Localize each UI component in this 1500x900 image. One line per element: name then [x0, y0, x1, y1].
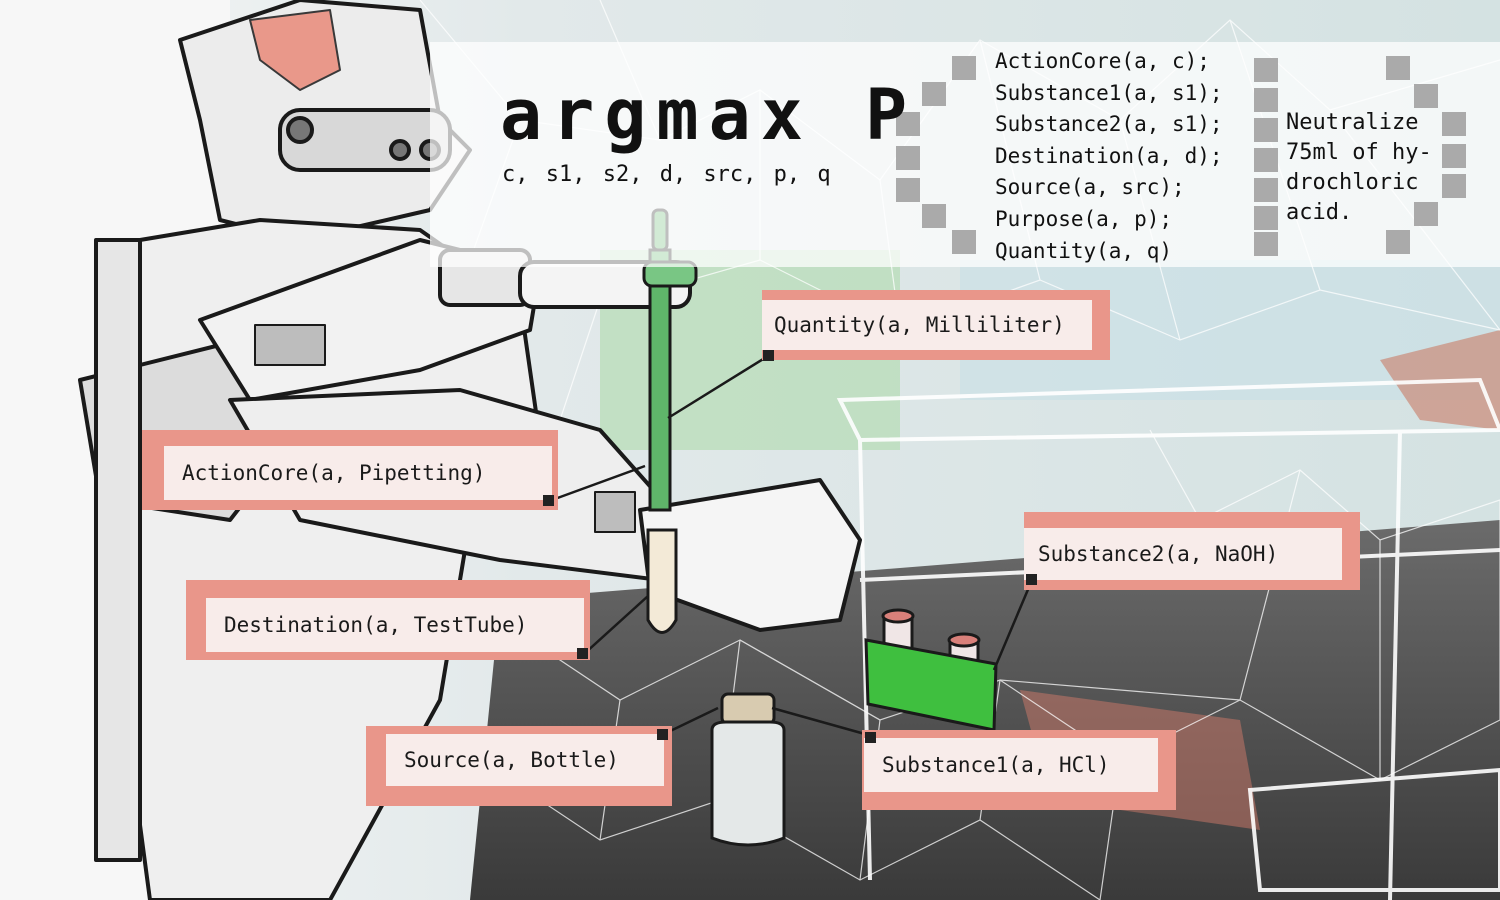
anchor-quantity [763, 350, 774, 361]
reagent-bottle [710, 692, 786, 847]
predicate-destination: Destination(a, d); [995, 143, 1223, 168]
predicate-purpose: Purpose(a, p); [995, 206, 1173, 231]
leader-lines [551, 354, 1034, 738]
tag-destination-label: Destination(a, TestTube) [206, 598, 584, 652]
right-parenthesis [1386, 56, 1466, 254]
goal-instruction: Neutralize 75ml of hy- drochloric acid. [1286, 110, 1432, 225]
argmax-title: argmax P [500, 74, 918, 156]
anchor-destination [577, 648, 588, 659]
pipe-separator [1254, 58, 1278, 256]
anchor-substance1 [865, 732, 876, 743]
tag-substance2-label: Substance2(a, NaOH) [1024, 528, 1342, 580]
predicate-list: ActionCore(a, c); Substance1(a, s1); Sub… [995, 46, 1223, 267]
predicate-source: Source(a, src); [995, 175, 1185, 200]
predicate-substance2: Substance2(a, s1); [995, 112, 1223, 137]
predicate-quantity: Quantity(a, q) [995, 238, 1173, 263]
tag-source-label: Source(a, Bottle) [386, 734, 664, 786]
tag-substance1-label: Substance1(a, HCl) [864, 738, 1158, 792]
anchor-substance2 [1026, 574, 1037, 585]
tube-rack [864, 608, 998, 732]
anchor-action-core [543, 495, 554, 506]
anchor-source [657, 729, 668, 740]
predicate-action-core: ActionCore(a, c); [995, 49, 1210, 73]
tag-quantity-label: Quantity(a, Milliliter) [762, 300, 1092, 350]
predicate-substance1: Substance1(a, s1); [995, 80, 1223, 105]
argmax-variables: c, s1, s2, d, src, p, q [502, 162, 831, 187]
tag-action-core-label: ActionCore(a, Pipetting) [164, 446, 552, 500]
left-parenthesis [896, 56, 976, 254]
test-tube [646, 528, 678, 634]
